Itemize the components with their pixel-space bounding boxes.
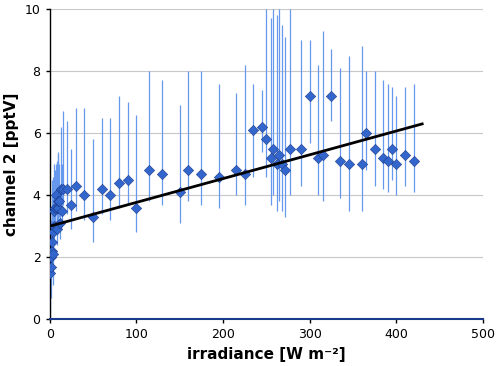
- Point: [388, 146, 396, 152]
- Point: [55, 198, 63, 204]
- Point: [53, 205, 61, 210]
- Point: [266, 155, 274, 161]
- Point: [132, 205, 140, 210]
- Point: [47, 254, 55, 260]
- X-axis label: irradiance [W m⁻²]: irradiance [W m⁻²]: [187, 347, 345, 362]
- Point: [51, 205, 59, 210]
- Point: [344, 161, 352, 167]
- Point: [106, 192, 114, 198]
- Point: [358, 161, 366, 167]
- Point: [80, 192, 88, 198]
- Point: [52, 223, 60, 229]
- Point: [54, 205, 62, 210]
- Point: [50, 223, 58, 229]
- Point: [327, 93, 335, 99]
- Point: [158, 171, 166, 176]
- Point: [51, 205, 59, 210]
- Point: [52, 192, 60, 198]
- Point: [50, 208, 58, 214]
- Point: [249, 127, 257, 133]
- Point: [269, 146, 277, 152]
- Point: [49, 251, 57, 257]
- Point: [336, 158, 344, 164]
- Point: [184, 168, 192, 173]
- Point: [384, 158, 392, 164]
- Point: [63, 186, 71, 192]
- Point: [47, 264, 55, 269]
- Point: [272, 161, 280, 167]
- Point: [241, 171, 249, 176]
- Point: [275, 152, 283, 158]
- Point: [305, 93, 313, 99]
- Point: [197, 171, 205, 176]
- Point: [314, 155, 322, 161]
- Point: [67, 202, 75, 208]
- Point: [58, 186, 66, 192]
- Point: [379, 155, 387, 161]
- Point: [362, 130, 370, 136]
- Point: [46, 270, 54, 276]
- Point: [258, 124, 266, 130]
- Point: [262, 137, 270, 142]
- Point: [115, 180, 123, 186]
- Point: [57, 186, 65, 192]
- Point: [49, 229, 57, 235]
- Point: [48, 248, 56, 254]
- Point: [278, 161, 286, 167]
- Point: [215, 174, 223, 180]
- Point: [53, 227, 61, 232]
- Point: [392, 161, 400, 167]
- Point: [89, 214, 97, 220]
- Point: [371, 146, 379, 152]
- Point: [48, 239, 56, 244]
- Point: [297, 146, 305, 152]
- Point: [124, 177, 132, 183]
- Point: [286, 146, 294, 152]
- Y-axis label: channel 2 [pptV]: channel 2 [pptV]: [4, 93, 19, 236]
- Point: [72, 183, 80, 189]
- Point: [98, 186, 106, 192]
- Point: [56, 220, 64, 226]
- Point: [410, 158, 418, 164]
- Point: [58, 208, 66, 214]
- Point: [145, 168, 153, 173]
- Point: [232, 168, 240, 173]
- Point: [54, 198, 62, 204]
- Point: [318, 152, 326, 158]
- Point: [401, 152, 409, 158]
- Point: [281, 168, 289, 173]
- Point: [176, 189, 184, 195]
